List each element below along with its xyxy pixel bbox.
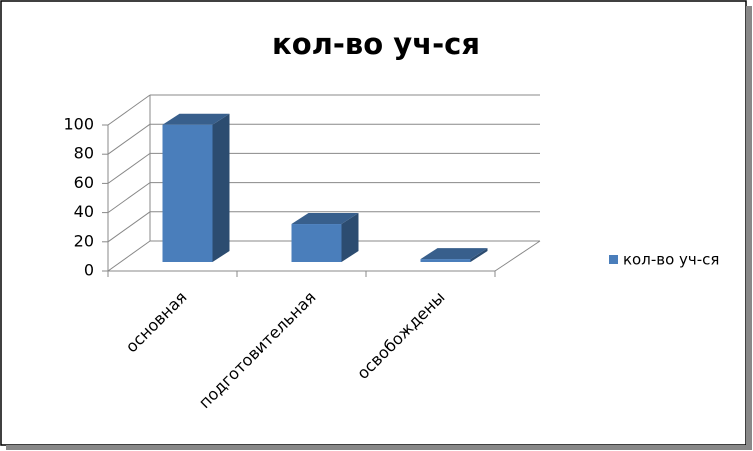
legend-swatch [609, 255, 618, 264]
bar-side [212, 113, 230, 262]
grid-line [107, 152, 151, 184]
grid-line [107, 240, 151, 272]
chart-title: кол-во уч-ся [272, 27, 480, 61]
frame-shadow [746, 6, 752, 449]
y-tick-label: 20 [74, 231, 94, 250]
floor-edge [494, 240, 541, 272]
bar [420, 259, 471, 262]
frame-shadow [6, 445, 752, 450]
bar [291, 224, 342, 262]
legend-label: кол-во уч-ся [623, 251, 719, 269]
grid-line [107, 123, 151, 155]
bar [162, 124, 213, 262]
bar-top [291, 213, 359, 225]
grid-line [107, 94, 151, 126]
bar-top [420, 248, 488, 260]
y-tick-label: 80 [74, 144, 94, 163]
bar-top [162, 113, 230, 125]
y-tick-label: 100 [63, 115, 94, 134]
grid-line [107, 211, 151, 243]
grid-line [107, 182, 151, 214]
bar-side [470, 248, 488, 262]
y-tick-label: 0 [84, 261, 94, 280]
y-tick-label: 60 [74, 173, 94, 192]
bar-side [341, 213, 359, 262]
y-tick-label: 40 [74, 202, 94, 221]
